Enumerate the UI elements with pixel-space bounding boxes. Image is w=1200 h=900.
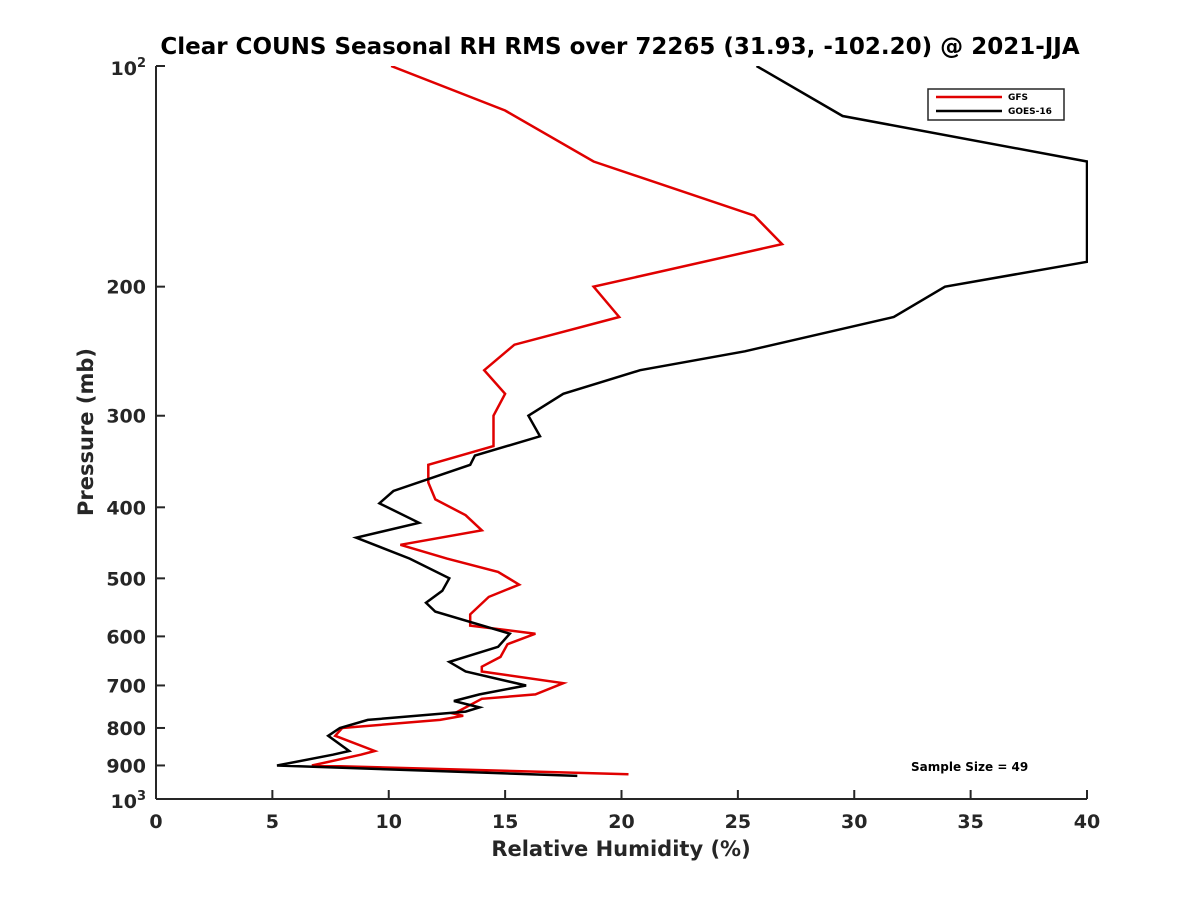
y-tick-top-base: 10 [111, 58, 137, 80]
x-tick-label: 35 [957, 811, 983, 833]
x-tick-label: 30 [841, 811, 867, 833]
y-tick-label: 800 [106, 718, 146, 740]
x-tick-label: 25 [725, 811, 751, 833]
y-tick-label: 700 [106, 675, 146, 697]
legend: GFS GOES-16 [927, 88, 1065, 121]
x-tick-label: 15 [492, 811, 518, 833]
legend-label-gfs: GFS [1008, 93, 1028, 103]
y-tick-bottom-exp: 3 [137, 789, 146, 804]
x-tick-label: 40 [1074, 811, 1100, 833]
y-tick-label-bottom: 103 [111, 789, 147, 813]
y-tick-label: 600 [106, 626, 146, 648]
y-tick-label: 500 [106, 568, 146, 590]
chart-title: Clear COUNS Seasonal RH RMS over 72265 (… [160, 34, 1080, 60]
y-tick-label-top: 102 [111, 56, 147, 80]
x-tick-label: 5 [266, 811, 279, 833]
y-axis-label: Pressure (mb) [74, 348, 98, 516]
y-tick-top-exp: 2 [137, 56, 146, 71]
x-tick-label: 20 [608, 811, 634, 833]
x-axis-label: Relative Humidity (%) [491, 837, 750, 861]
sample-size-annotation: Sample Size = 49 [911, 760, 1028, 774]
legend-box [927, 88, 1065, 121]
x-tick-label: 0 [149, 811, 162, 833]
series-line-gfs [311, 66, 785, 776]
legend-label-goes16: GOES-16 [1008, 107, 1052, 117]
y-tick-label: 400 [106, 497, 146, 519]
y-tick-bottom-base: 10 [111, 791, 137, 813]
x-tick-label: 10 [376, 811, 402, 833]
y-ticks: 200 300 400 500 600 700 800 900 [106, 65, 165, 800]
series-line-goes16 [276, 66, 1088, 778]
y-tick-label: 900 [106, 755, 146, 777]
series-layer [276, 66, 1088, 778]
y-tick-label: 200 [106, 277, 146, 299]
y-tick-label: 300 [106, 406, 146, 428]
x-ticks: 0 5 10 15 20 25 30 35 40 [149, 790, 1100, 833]
